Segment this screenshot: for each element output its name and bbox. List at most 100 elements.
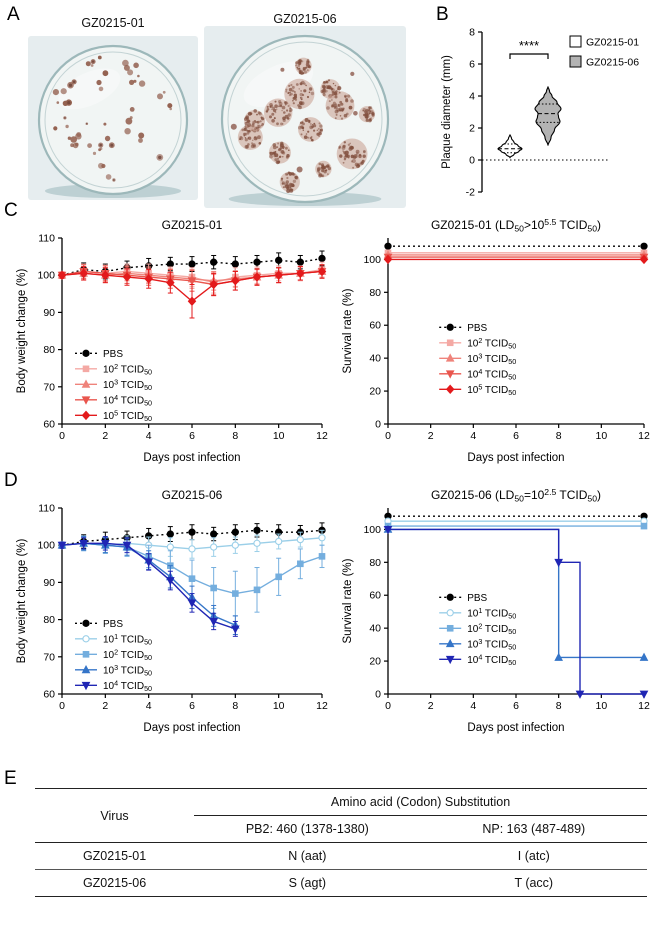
svg-text:12: 12	[638, 430, 650, 442]
svg-text:12: 12	[316, 430, 328, 442]
table-cell-np-1: I (atc)	[420, 842, 647, 870]
svg-text:PBS: PBS	[467, 323, 487, 334]
svg-text:GZ0215-01 (LD50>105.5 TCID50): GZ0215-01 (LD50>105.5 TCID50)	[431, 217, 601, 234]
axes: 0 20 40 60 80 100 0 2 4 6 8 10 12 Survival rate (%) Da…	[342, 487, 650, 734]
svg-text:Plaque diameter (mm): Plaque diameter (mm)	[441, 55, 453, 169]
legend: GZ0215-01 GZ0215-06	[569, 35, 639, 69]
svg-text:12: 12	[638, 700, 650, 712]
svg-text:0: 0	[385, 430, 391, 442]
svg-text:PBS: PBS	[103, 349, 123, 360]
series-4	[57, 264, 327, 319]
svg-text:0: 0	[375, 419, 381, 431]
svg-text:6: 6	[189, 700, 195, 712]
table-header-np: NP: 163 (487-489)	[420, 815, 647, 843]
svg-text:Days post infection: Days post infection	[143, 722, 240, 734]
violin-0	[497, 134, 523, 159]
svg-text:80: 80	[369, 287, 381, 299]
svg-text:6: 6	[469, 59, 475, 71]
svg-text:****: ****	[519, 38, 539, 53]
svg-text:10: 10	[595, 430, 607, 442]
series-4	[383, 254, 649, 265]
svg-text:103 TCID50: 103 TCID50	[467, 637, 516, 652]
series-3	[383, 524, 649, 661]
plaque-assay-image-gz0215-06	[204, 26, 406, 208]
svg-text:0: 0	[469, 155, 475, 167]
svg-text:90: 90	[43, 307, 55, 319]
svg-text:2: 2	[469, 123, 475, 135]
svg-text:PBS: PBS	[467, 593, 487, 604]
svg-text:2: 2	[428, 430, 434, 442]
svg-text:80: 80	[43, 614, 55, 626]
svg-text:100: 100	[363, 524, 381, 536]
table-cell-virus-1: GZ0215-01	[35, 842, 195, 870]
svg-text:Body weight change (%): Body weight change (%)	[16, 269, 28, 394]
svg-text:Days post infection: Days post infection	[143, 452, 240, 464]
svg-text:60: 60	[369, 590, 381, 602]
svg-text:102 TCID50: 102 TCID50	[467, 621, 516, 636]
svg-text:20: 20	[369, 656, 381, 668]
svg-text:12: 12	[316, 700, 328, 712]
plaques	[52, 55, 173, 182]
svg-text:Body weight change (%): Body weight change (%)	[16, 539, 28, 664]
panel-label-b: B	[436, 4, 449, 25]
svg-text:105 TCID50: 105 TCID50	[103, 408, 152, 423]
svg-text:20: 20	[369, 386, 381, 398]
significance: ****	[509, 38, 549, 59]
gz0215-01-survival-chart: 0 20 40 60 80 100 0 2 4 6 8 10 12 Survival rate (%) Da…	[342, 217, 650, 464]
svg-text:2: 2	[102, 700, 108, 712]
svg-text:105 TCID50: 105 TCID50	[467, 382, 516, 397]
svg-text:10: 10	[273, 430, 285, 442]
svg-text:104 TCID50: 104 TCID50	[467, 652, 516, 667]
svg-text:Survival rate (%): Survival rate (%)	[342, 288, 354, 373]
svg-text:60: 60	[43, 689, 55, 701]
svg-text:GZ0215-06: GZ0215-06	[586, 57, 639, 69]
svg-text:104 TCID50: 104 TCID50	[103, 393, 152, 408]
svg-text:60: 60	[43, 419, 55, 431]
svg-text:6: 6	[513, 700, 519, 712]
svg-text:40: 40	[369, 353, 381, 365]
axes: 60 70 80 90 100 110 0 2 4 6 8 10 12 Body weight chang…	[16, 488, 328, 734]
amino-acid-substitution-table: Virus Amino acid (Codon) Substitution PB…	[35, 788, 647, 897]
svg-text:110: 110	[38, 503, 55, 515]
svg-text:103 TCID50: 103 TCID50	[103, 377, 152, 392]
dish-label-gz0215-06: GZ0215-06	[273, 12, 337, 26]
table-cell-pb2-2: S (agt)	[194, 869, 421, 897]
panel-label-c: C	[4, 200, 18, 221]
svg-text:104 TCID50: 104 TCID50	[103, 678, 152, 693]
svg-text:8: 8	[556, 430, 562, 442]
svg-text:4: 4	[146, 700, 152, 712]
svg-text:101 TCID50: 101 TCID50	[103, 632, 152, 647]
panel-label-e: E	[4, 768, 17, 789]
series-4	[383, 525, 649, 699]
svg-text:Survival rate (%): Survival rate (%)	[342, 558, 354, 643]
svg-text:102 TCID50: 102 TCID50	[467, 336, 516, 351]
table-cell-np-2: T (acc)	[420, 869, 647, 897]
svg-text:80: 80	[43, 344, 55, 356]
dish	[204, 26, 406, 208]
table-header-substitution: Amino acid (Codon) Substitution	[194, 788, 647, 816]
svg-text:10: 10	[595, 700, 607, 712]
table-row: GZ0215-01 N (aat) I (atc)	[35, 842, 647, 870]
svg-text:100: 100	[363, 254, 381, 266]
svg-text:100: 100	[37, 540, 55, 552]
dish	[28, 36, 198, 200]
svg-text:0: 0	[59, 700, 65, 712]
table-cell-virus-2: GZ0215-06	[35, 869, 195, 897]
svg-text:104 TCID50: 104 TCID50	[467, 367, 516, 382]
gz0215-01-body-weight-chart: 60 70 80 90 100 110 0 2 4 6 8 10 12 Body weight chang…	[16, 218, 328, 464]
axes: 0 20 40 60 80 100 0 2 4 6 8 10 12 Survival rate (%) Da…	[342, 217, 650, 464]
svg-text:8: 8	[469, 27, 475, 39]
svg-text:2: 2	[428, 700, 434, 712]
svg-text:0: 0	[59, 430, 65, 442]
plaques	[230, 57, 375, 193]
svg-text:6: 6	[513, 430, 519, 442]
svg-text:102 TCID50: 102 TCID50	[103, 362, 152, 377]
plaque-diameter-violin-chart: -2 0 2 4 6 8 Plaque diameter (mm) **** GZ0215-01…	[441, 27, 639, 199]
axes: 60 70 80 90 100 110 0 2 4 6 8 10 12 Body weight chang…	[16, 218, 328, 464]
series-4	[57, 536, 240, 637]
series-2	[384, 522, 648, 530]
